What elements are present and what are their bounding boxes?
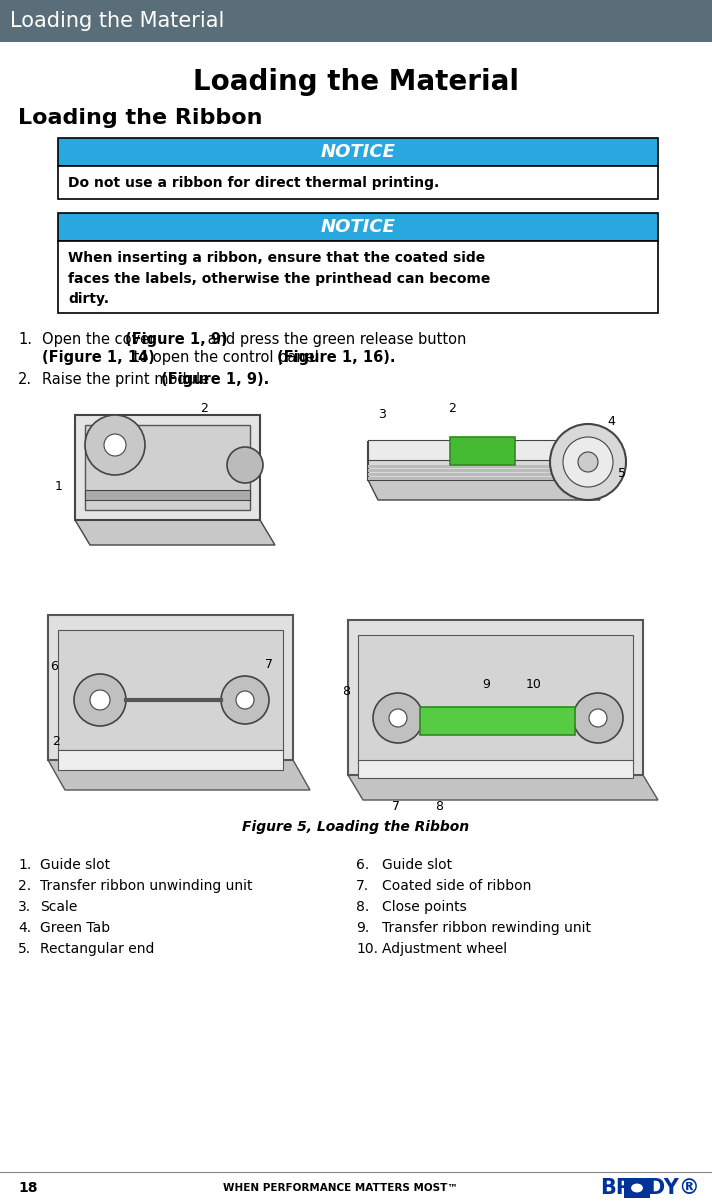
Circle shape: [90, 690, 110, 710]
Bar: [58, 630, 283, 750]
Text: (Figure 1, 16).: (Figure 1, 16).: [277, 350, 395, 365]
Text: and press the green release button: and press the green release button: [203, 332, 466, 347]
Text: (Figure 1, 9): (Figure 1, 9): [125, 332, 228, 347]
Text: When inserting a ribbon, ensure that the coated side
faces the labels, otherwise: When inserting a ribbon, ensure that the…: [68, 251, 491, 307]
Text: 2.: 2.: [18, 371, 32, 387]
Text: 18: 18: [18, 1182, 38, 1195]
Bar: [368, 442, 588, 480]
Text: Coated side of ribbon: Coated side of ribbon: [382, 879, 531, 893]
Text: 3.: 3.: [18, 900, 31, 914]
Text: Guide slot: Guide slot: [382, 858, 452, 871]
Text: 2.: 2.: [18, 879, 31, 893]
Circle shape: [578, 452, 598, 472]
Text: 9.: 9.: [356, 921, 370, 935]
Text: (Figure 1, 9).: (Figure 1, 9).: [161, 371, 269, 387]
Text: Rectangular end: Rectangular end: [40, 942, 155, 956]
Bar: [85, 426, 250, 510]
Text: Figure 5, Loading the Ribbon: Figure 5, Loading the Ribbon: [243, 820, 469, 834]
Text: NOTICE: NOTICE: [320, 218, 395, 236]
Text: WHEN PERFORMANCE MATTERS MOST™: WHEN PERFORMANCE MATTERS MOST™: [223, 1183, 457, 1194]
Text: NOTICE: NOTICE: [320, 143, 395, 161]
Text: Adjustment wheel: Adjustment wheel: [382, 942, 507, 956]
Text: 1.: 1.: [18, 858, 31, 871]
Circle shape: [573, 694, 623, 743]
Text: 6.: 6.: [356, 858, 370, 871]
Bar: [58, 138, 658, 166]
Text: 10: 10: [526, 678, 542, 691]
Bar: [368, 469, 583, 472]
Circle shape: [85, 415, 145, 475]
Polygon shape: [75, 520, 275, 545]
Text: 8: 8: [435, 801, 443, 813]
Text: 2: 2: [52, 734, 60, 748]
Text: Scale: Scale: [40, 900, 78, 914]
Text: 7: 7: [392, 801, 400, 813]
Ellipse shape: [630, 1183, 644, 1194]
Text: Transfer ribbon unwinding unit: Transfer ribbon unwinding unit: [40, 879, 253, 893]
Circle shape: [74, 674, 126, 726]
Text: 3: 3: [378, 407, 386, 421]
Circle shape: [236, 691, 254, 709]
Text: 4: 4: [607, 415, 615, 428]
Text: Close points: Close points: [382, 900, 467, 914]
Bar: [358, 635, 633, 763]
Bar: [58, 213, 658, 240]
Text: (Figure 1, 14): (Figure 1, 14): [42, 350, 155, 365]
Text: to open the control panel: to open the control panel: [129, 350, 323, 365]
Text: BRADY®: BRADY®: [600, 1178, 700, 1198]
Text: 2: 2: [448, 401, 456, 415]
Circle shape: [221, 676, 269, 724]
Text: Open the cover: Open the cover: [42, 332, 160, 347]
Text: 1.: 1.: [18, 332, 32, 347]
Text: Loading the Ribbon: Loading the Ribbon: [18, 108, 263, 127]
Text: Green Tab: Green Tab: [40, 921, 110, 935]
Bar: [58, 750, 283, 770]
Bar: [85, 490, 250, 500]
Text: 7: 7: [265, 657, 273, 671]
Text: Do not use a ribbon for direct thermal printing.: Do not use a ribbon for direct thermal p…: [68, 175, 439, 190]
Polygon shape: [48, 760, 310, 790]
Bar: [624, 1178, 650, 1198]
Text: Raise the print module: Raise the print module: [42, 371, 214, 387]
Text: 2: 2: [200, 401, 208, 415]
Bar: [75, 415, 260, 520]
Text: 5: 5: [618, 468, 626, 480]
Text: 6: 6: [50, 660, 58, 673]
Bar: [368, 440, 588, 460]
Text: 5.: 5.: [18, 942, 31, 956]
Text: 9: 9: [482, 678, 490, 691]
Text: Transfer ribbon rewinding unit: Transfer ribbon rewinding unit: [382, 921, 591, 935]
Text: 8: 8: [342, 685, 350, 698]
Circle shape: [373, 694, 423, 743]
Bar: [358, 760, 633, 778]
Bar: [368, 474, 583, 476]
Text: 4.: 4.: [18, 921, 31, 935]
Circle shape: [227, 447, 263, 483]
Text: 10.: 10.: [356, 942, 378, 956]
Text: Guide slot: Guide slot: [40, 858, 110, 871]
Bar: [58, 166, 658, 200]
Text: Loading the Material: Loading the Material: [193, 69, 519, 96]
Bar: [348, 620, 643, 775]
Text: 1: 1: [55, 480, 63, 493]
Circle shape: [563, 438, 613, 487]
Bar: [450, 438, 515, 465]
Bar: [420, 707, 575, 734]
Text: Loading the Material: Loading the Material: [10, 11, 224, 31]
Circle shape: [104, 434, 126, 456]
Text: 8.: 8.: [356, 900, 370, 914]
Bar: [368, 477, 583, 480]
Circle shape: [589, 709, 607, 727]
Circle shape: [550, 424, 626, 500]
Bar: [58, 240, 658, 313]
Bar: [0, 0, 712, 42]
Text: 7.: 7.: [356, 879, 369, 893]
Polygon shape: [368, 480, 600, 500]
Circle shape: [389, 709, 407, 727]
Bar: [368, 465, 583, 468]
Polygon shape: [348, 775, 658, 801]
Bar: [48, 615, 293, 760]
